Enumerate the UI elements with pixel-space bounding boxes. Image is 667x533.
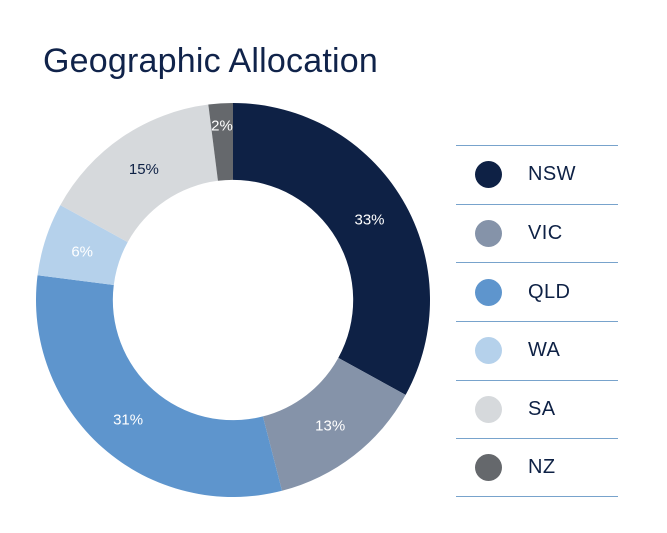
legend-label-qld: QLD — [528, 280, 571, 303]
legend-swatch-nsw — [475, 161, 502, 189]
slice-label-nsw: 33% — [354, 212, 384, 229]
chart-title: Geographic Allocation — [43, 42, 378, 80]
slice-label-qld: 31% — [113, 411, 143, 428]
slice-vic — [262, 357, 406, 491]
legend-swatch-qld — [475, 278, 502, 306]
legend-item-nz: NZ — [456, 438, 618, 498]
legend-label-nsw: NSW — [528, 163, 576, 186]
chart-legend: NSW VIC QLD WA SA NZ — [456, 145, 618, 498]
legend-swatch-wa — [475, 337, 502, 365]
slice-label-vic: 13% — [315, 418, 345, 435]
legend-item-wa: WA — [456, 321, 618, 380]
slice-label-nz: 2% — [211, 117, 233, 134]
legend-label-wa: WA — [528, 339, 561, 362]
legend-swatch-vic — [475, 220, 502, 248]
slice-nsw — [233, 103, 431, 395]
legend-label-sa: SA — [528, 398, 556, 421]
legend-label-vic: VIC — [528, 222, 563, 245]
legend-item-nsw: NSW — [456, 145, 618, 204]
slice-nz — [208, 103, 233, 181]
slice-wa — [37, 205, 128, 285]
slice-sa — [60, 104, 218, 243]
legend-swatch-nz — [475, 454, 502, 482]
legend-swatch-sa — [475, 396, 502, 424]
slice-label-sa: 15% — [129, 161, 159, 178]
slice-qld — [35, 275, 282, 497]
legend-label-nz: NZ — [528, 456, 556, 479]
legend-item-qld: QLD — [456, 262, 618, 321]
slice-label-wa: 6% — [71, 243, 93, 260]
legend-item-sa: SA — [456, 379, 618, 439]
donut-chart: 33% 13% 31% 6% 15% 2% — [35, 103, 431, 497]
legend-item-vic: VIC — [456, 203, 618, 263]
